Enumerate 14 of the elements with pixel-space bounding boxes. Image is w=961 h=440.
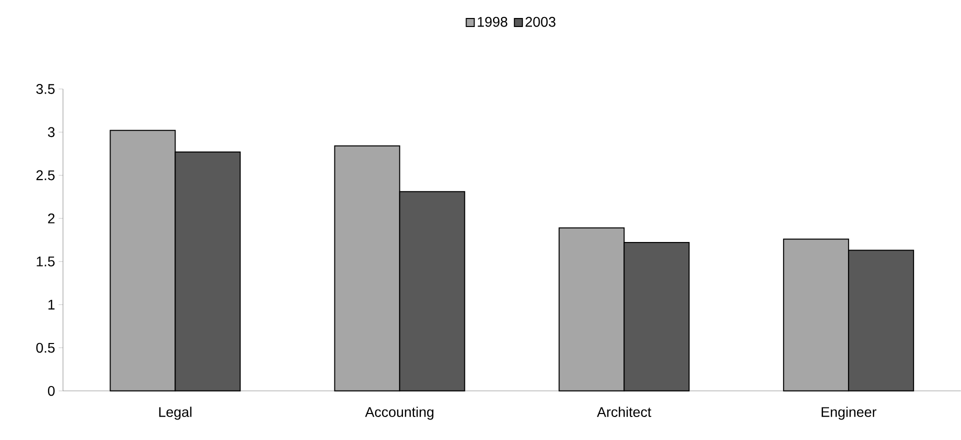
y-tick-label: 3.5 bbox=[36, 84, 55, 94]
y-tick-label: 1 bbox=[48, 300, 55, 310]
legend-label: 1998 bbox=[478, 16, 508, 27]
x-tick-label: Architect bbox=[596, 406, 652, 418]
y-tick-label: 3 bbox=[48, 127, 55, 138]
x-tick-label: Engineer bbox=[822, 406, 876, 420]
x-tick-label: Accounting bbox=[365, 406, 434, 420]
x-tick-label: Legal bbox=[159, 406, 192, 420]
y-tick-label: 1.5 bbox=[36, 256, 55, 266]
y-tick-label: 0.5 bbox=[36, 342, 55, 353]
y-tick-label: 0 bbox=[48, 386, 55, 396]
legend-label: 2003 bbox=[526, 16, 556, 27]
y-tick-label: 2.5 bbox=[36, 170, 55, 180]
y-tick-label: 2 bbox=[48, 214, 54, 224]
